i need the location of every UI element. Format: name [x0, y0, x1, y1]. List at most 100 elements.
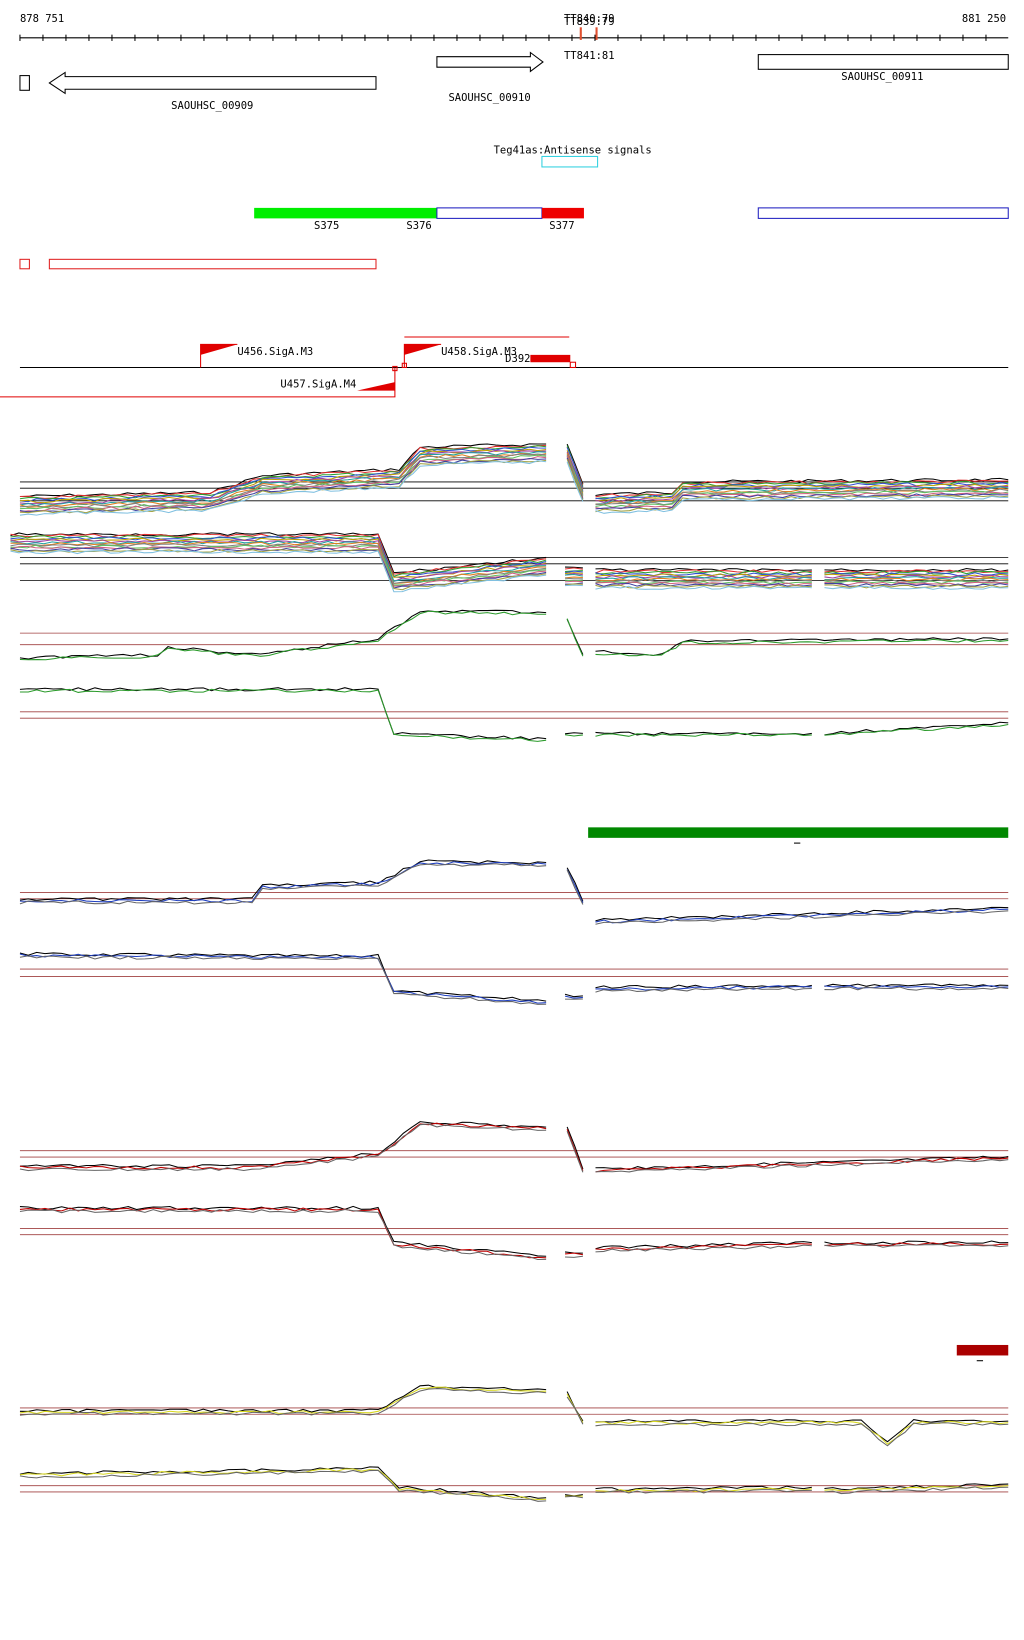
expression-trace — [595, 985, 812, 991]
expression-trace — [595, 495, 1009, 514]
expression-trace — [566, 443, 584, 485]
expression-trace — [566, 454, 584, 496]
expression-trace — [19, 1384, 547, 1413]
expression-trace — [595, 578, 812, 583]
expression-trace — [566, 1129, 584, 1171]
expression-trace — [19, 448, 547, 504]
expression-trace — [595, 1489, 812, 1494]
expression-trace — [19, 1123, 547, 1172]
expression-trace — [824, 721, 1009, 736]
expression-trace — [824, 585, 1009, 590]
expression-trace — [824, 584, 1009, 589]
expression-trace — [19, 451, 547, 506]
ruler-start: 878 751 — [20, 13, 64, 25]
expression-trace — [19, 1466, 547, 1499]
expression-trace — [595, 638, 1009, 657]
expression-trace — [824, 985, 1009, 989]
expression-trace — [19, 688, 547, 742]
expression-trace — [19, 955, 547, 1005]
promoter-flag — [200, 344, 238, 355]
expression-trace — [595, 487, 1009, 506]
expression-trace — [564, 576, 583, 579]
ruler-end: 881 250 — [962, 13, 1006, 25]
expression-trace — [19, 1469, 547, 1502]
expression-trace — [564, 734, 583, 737]
expression-trace — [595, 910, 1009, 925]
signal-bar — [588, 827, 1009, 838]
expression-trace — [10, 543, 547, 584]
expression-trace — [595, 1159, 1009, 1173]
expression-trace — [565, 577, 583, 580]
segment-label: S375 — [314, 220, 339, 232]
gene-box — [757, 54, 1009, 70]
expression-trace — [19, 863, 547, 905]
expression-trace — [19, 1468, 547, 1501]
promoter-flag — [404, 344, 442, 355]
expression-trace — [565, 584, 583, 587]
expression-trace — [19, 1207, 547, 1259]
expression-trace — [595, 1420, 1009, 1445]
expression-trace — [595, 731, 812, 736]
expression-trace — [566, 1126, 584, 1170]
expression-trace — [10, 545, 547, 587]
expression-trace — [595, 1487, 812, 1493]
expression-trace — [19, 449, 547, 505]
promoter-block — [401, 362, 407, 369]
expression-trace — [595, 581, 812, 586]
expression-trace — [19, 1388, 547, 1416]
segment — [436, 207, 543, 219]
expression-trace — [19, 861, 547, 903]
expression-trace — [595, 585, 812, 590]
promoter-label: U458.SigA.M3 — [441, 346, 517, 358]
expression-trace — [595, 1244, 812, 1253]
expression-trace — [19, 1122, 547, 1170]
expression-traces — [10, 443, 1009, 1502]
gene-arrow — [436, 51, 544, 73]
expression-trace — [564, 567, 583, 570]
expression-trace — [824, 1486, 1009, 1495]
expression-trace — [564, 993, 583, 998]
gene-label: SAOUHSC_00911 — [841, 71, 923, 83]
terminator-mark — [579, 27, 582, 40]
expression-trace — [566, 1131, 584, 1173]
expression-trace — [564, 583, 583, 586]
region-box — [19, 258, 30, 270]
expression-trace — [19, 460, 547, 516]
expression-trace — [566, 459, 584, 501]
expression-trace — [566, 867, 584, 902]
expression-trace — [595, 1419, 1009, 1443]
expression-trace — [564, 570, 583, 574]
expression-trace — [824, 568, 1009, 572]
expression-trace — [595, 1422, 1009, 1447]
expression-trace — [19, 1205, 547, 1257]
expression-trace — [595, 907, 1009, 924]
expression-trace — [824, 986, 1009, 991]
terminator-label: TT839:79 — [564, 16, 615, 28]
antisense-label: Teg41as:Antisense signals — [494, 144, 652, 156]
expression-trace — [595, 584, 812, 589]
expression-trace — [10, 549, 547, 593]
expression-trace — [10, 544, 547, 586]
expression-trace — [564, 1252, 583, 1256]
expression-trace — [10, 535, 547, 577]
promoter-block — [530, 354, 571, 363]
segment — [757, 207, 1009, 219]
expression-trace — [19, 859, 547, 902]
expression-trace — [10, 532, 547, 574]
expression-trace — [566, 451, 584, 491]
expression-trace — [595, 1155, 1009, 1171]
promoter-label: D392 — [505, 353, 530, 365]
expression-trace — [565, 1255, 583, 1258]
expression-trace — [19, 445, 547, 500]
expression-trace — [564, 572, 583, 575]
expression-trace — [595, 987, 812, 993]
expression-trace — [824, 723, 1009, 736]
region-box — [48, 258, 377, 270]
expression-trace — [595, 477, 1009, 496]
expression-trace — [19, 610, 547, 661]
expression-trace — [565, 566, 583, 569]
expression-trace — [595, 570, 812, 575]
expression-trace — [564, 732, 583, 735]
promoter-label: U457.SigA.M4 — [280, 378, 356, 390]
expression-trace — [10, 536, 547, 579]
